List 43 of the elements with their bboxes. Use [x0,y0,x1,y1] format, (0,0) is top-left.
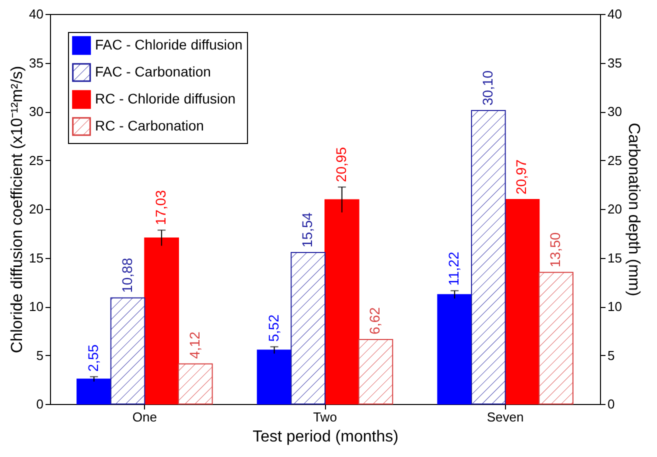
data-label: 30,10 [479,70,496,106]
y2-tick-label: 0 [608,396,615,412]
y2-tick-label: 35 [608,55,622,70]
y2-tick-label: 25 [608,152,622,168]
data-label: 17,03 [152,190,169,226]
data-label: 2,55 [84,344,101,372]
y-tick-label: 10 [29,299,44,314]
data-label: 5,52 [265,314,282,342]
legend-label: RC - Chloride diffusion [95,90,236,106]
y-tick-label: 40 [29,6,44,22]
data-label: 10,88 [118,258,135,293]
bar [178,363,213,404]
y2-axis-title: Carbonation depth (mm) [624,122,642,296]
y-tick-label: 35 [29,55,44,70]
y-tick-label: 30 [29,104,44,119]
data-label: 20,95 [332,146,349,182]
data-label: 4,12 [186,331,202,359]
y-tick-label: 25 [29,152,44,168]
bar [76,378,112,404]
y-tick-label: 20 [29,202,44,216]
y2-tick-label: 15 [608,250,622,266]
data-label: 20,97 [513,159,530,195]
x-tick-label: Seven [486,410,524,424]
legend-label: FAC - Carbonation [95,64,211,80]
legend-label: RC - Carbonation [95,118,204,134]
legend-label: FAC - Chloride diffusion [95,36,243,52]
x-tick-label: Two [313,410,337,424]
x-axis-title: Test period (months) [252,428,398,446]
data-label: 13,50 [547,232,564,268]
y-tick-label: 15 [29,250,44,266]
data-label: 15,54 [299,212,316,248]
y-axis-title: Chloride diffusion coefficient (x10⁻¹²m²/s) [9,66,26,354]
data-label: 6,62 [366,306,383,334]
x-tick-label: One [132,410,157,424]
y-tick-label: 0 [36,396,44,412]
y2-tick-label: 20 [608,202,622,216]
y2-tick-label: 30 [608,104,622,119]
y2-tick-label: 5 [608,348,615,363]
data-label: 11,22 [446,251,462,286]
y2-tick-label: 10 [608,299,622,314]
bar [358,338,394,404]
y2-tick-label: 40 [608,6,622,22]
y-tick-label: 5 [36,348,44,363]
